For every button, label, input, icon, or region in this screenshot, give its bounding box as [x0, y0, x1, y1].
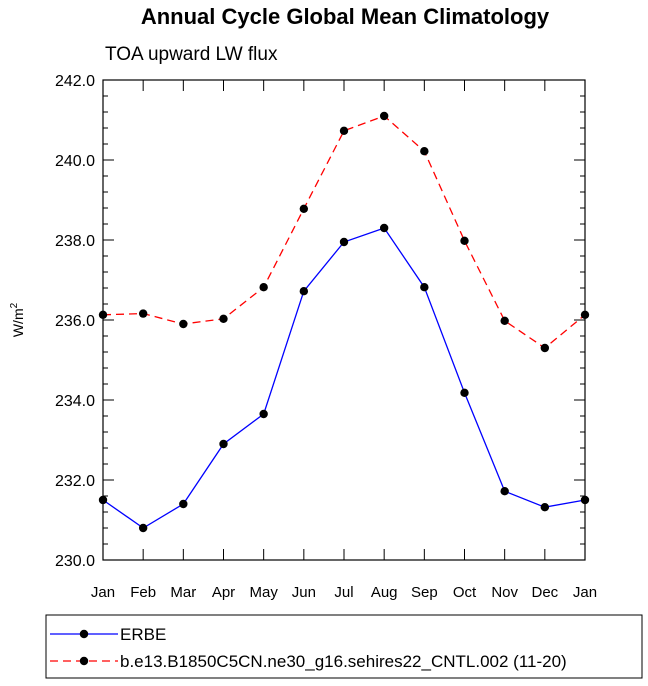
series-0-point: [219, 439, 228, 449]
series-line-1: [102, 115, 586, 349]
y-tick-label: 234.0: [55, 393, 95, 410]
x-tick-label: Mar: [170, 584, 196, 601]
series-1-point: [580, 310, 590, 319]
series-1-point: [460, 236, 469, 245]
legend-label-1: b.e13.B1850C5CN.ne30_g16.sehires22_CNTL.…: [120, 652, 567, 671]
x-tick-label: Jan: [91, 584, 115, 601]
series-1-point: [540, 343, 550, 353]
legend-marker-0: [79, 629, 89, 639]
series-0-point: [339, 237, 349, 247]
legend-box: [45, 614, 643, 679]
x-tick-label: Jan: [573, 584, 597, 601]
series-0-point: [259, 409, 268, 419]
x-tick-label: Nov: [491, 584, 518, 601]
series-0-point: [299, 287, 309, 296]
series-line-0: [102, 227, 586, 529]
chart-subtitle: TOA upward LW flux: [105, 44, 278, 65]
x-tick-label: Jul: [334, 584, 353, 601]
x-tick-label: Sep: [411, 584, 438, 601]
y-tick-label: 240.0: [55, 153, 95, 170]
x-tick-label: Jun: [292, 584, 316, 601]
y-axis-label-base: W/m: [10, 308, 26, 337]
series-0-point: [379, 223, 389, 233]
y-axis-label-superscript: 2: [9, 302, 20, 308]
x-tick-label: Aug: [371, 584, 398, 601]
series-0-point: [420, 283, 429, 292]
series-0-point: [580, 495, 590, 505]
x-tick-label: Feb: [130, 584, 156, 601]
series-1-point: [500, 316, 509, 325]
y-tick-label: 238.0: [55, 233, 95, 250]
y-axis-label: W/m2: [9, 302, 26, 337]
series-1-point: [379, 111, 389, 121]
series-1-point: [339, 126, 349, 135]
series-0-point: [98, 495, 108, 505]
plot-area: 230.0 232.0 234.0 236.0 238.0 240.0 242.0 Jan Fe…: [55, 73, 597, 601]
plot-frame: [102, 79, 586, 561]
legend-label-0: ERBE: [120, 625, 166, 644]
x-tick-label: Dec: [531, 584, 558, 601]
series-0-point: [540, 503, 550, 512]
legend: ERBE b.e13.B1850C5CN.ne30_g16.sehires22_C…: [45, 614, 643, 679]
series-0-point: [179, 499, 188, 509]
series-1-point: [259, 283, 268, 292]
series-0-point: [460, 388, 469, 397]
y-tick-label: 232.0: [55, 473, 95, 490]
y-tick-label: 242.0: [55, 73, 95, 90]
series-1-point: [420, 147, 429, 156]
x-tick-label: Oct: [453, 584, 477, 601]
x-tick-label: May: [249, 584, 278, 601]
y-tick-label: 236.0: [55, 313, 95, 330]
series-1-point: [98, 310, 108, 319]
series-1-point: [179, 319, 188, 329]
x-tick-label: Apr: [212, 584, 235, 601]
legend-marker-1: [79, 656, 89, 666]
series-0-point: [500, 487, 509, 496]
chart-title: Annual Cycle Global Mean Climatology: [141, 4, 550, 29]
series-1-point: [219, 314, 228, 323]
series-1-point: [138, 309, 148, 318]
series-1-point: [299, 204, 309, 213]
series-0-point: [138, 523, 148, 533]
y-tick-label: 230.0: [55, 553, 95, 570]
